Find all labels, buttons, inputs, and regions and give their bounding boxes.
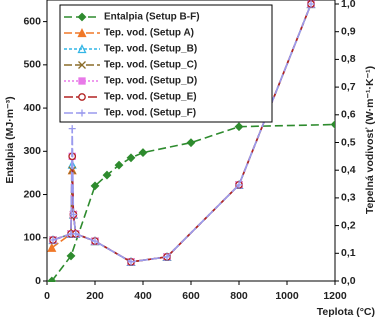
y2-tick-label: 0,6 [341, 109, 356, 121]
legend-label: Tep. vod. (Setup_B) [104, 44, 197, 55]
marker [72, 230, 80, 238]
legend-label: Tep. vod. (Setup_E) [104, 92, 197, 103]
y-tick-label: 100 [23, 232, 41, 244]
y2-tick-label: 0,1 [341, 247, 356, 259]
x-tick-label: 1200 [323, 290, 347, 302]
y-tick-label: 0 [35, 275, 41, 287]
legend-label: Tep. vod. (Setup_F) [104, 108, 196, 119]
y-axis-label: Entalpia (MJ·m⁻³) [4, 96, 16, 183]
series-line [52, 3, 312, 263]
x-tick-label: 400 [134, 290, 152, 302]
y-tick-label: 600 [23, 15, 41, 27]
y2-tick-label: 0,4 [341, 164, 356, 176]
x-tick-label: 600 [182, 290, 200, 302]
marker [77, 28, 87, 38]
y2-tick-label: 0,7 [341, 81, 356, 93]
y2-tick-label: 0,2 [341, 219, 356, 231]
marker [235, 181, 243, 189]
marker [127, 258, 135, 266]
y-tick-label: 300 [23, 145, 41, 157]
y2-tick-label: 0,5 [341, 136, 356, 148]
marker [102, 170, 112, 180]
marker [138, 148, 148, 158]
marker [78, 109, 86, 117]
marker [77, 12, 87, 22]
plot [47, 0, 335, 282]
legend-label: Entalpia (Setup B-F) [104, 12, 200, 23]
marker [47, 242, 57, 252]
legend-label: Tep. vod. (Setup A) [104, 28, 194, 39]
marker [90, 181, 100, 191]
legend-box [59, 4, 273, 123]
marker [307, 0, 315, 8]
y-tick-label: 400 [23, 102, 41, 114]
series-line [52, 3, 312, 263]
y2-tick-label: 0,8 [341, 53, 356, 65]
marker [126, 153, 136, 163]
marker [66, 251, 76, 261]
marker [68, 125, 76, 133]
y-tick-label: 200 [23, 188, 41, 200]
y-tick-label: 500 [23, 59, 41, 71]
y2-tick-label: 1,0 [341, 0, 356, 10]
marker [114, 160, 124, 170]
x-tick-label: 1000 [275, 290, 299, 302]
legend-label: Tep. vod. (Setup_C) [104, 60, 197, 71]
marker [77, 44, 87, 54]
marker [163, 253, 171, 261]
marker [69, 211, 77, 219]
x-tick-label: 200 [86, 290, 104, 302]
legend: Entalpia (Setup B-F) Tep. vod. (Setup A) T… [59, 4, 273, 123]
x-tick-label: 800 [230, 290, 248, 302]
marker [78, 93, 86, 101]
marker [186, 138, 196, 148]
marker [91, 237, 99, 245]
series-line [51, 123, 335, 282]
y2-tick-label: 0,0 [341, 275, 356, 287]
marker [78, 61, 86, 69]
marker [234, 122, 244, 132]
y2-tick-label: 0,9 [341, 25, 356, 37]
marker [330, 120, 335, 129]
x-tick-label: 0 [44, 290, 50, 302]
y2-axis-label: Tepelná vodivosť (W·m⁻¹·K⁻¹) [364, 66, 376, 214]
marker [78, 77, 86, 85]
x-axis-label: Teplota (°C) [317, 306, 375, 318]
y2-tick-label: 0,3 [341, 192, 356, 204]
marker [47, 276, 57, 282]
legend-label: Tep. vod. (Setup_D) [104, 76, 197, 87]
marker [49, 236, 57, 244]
